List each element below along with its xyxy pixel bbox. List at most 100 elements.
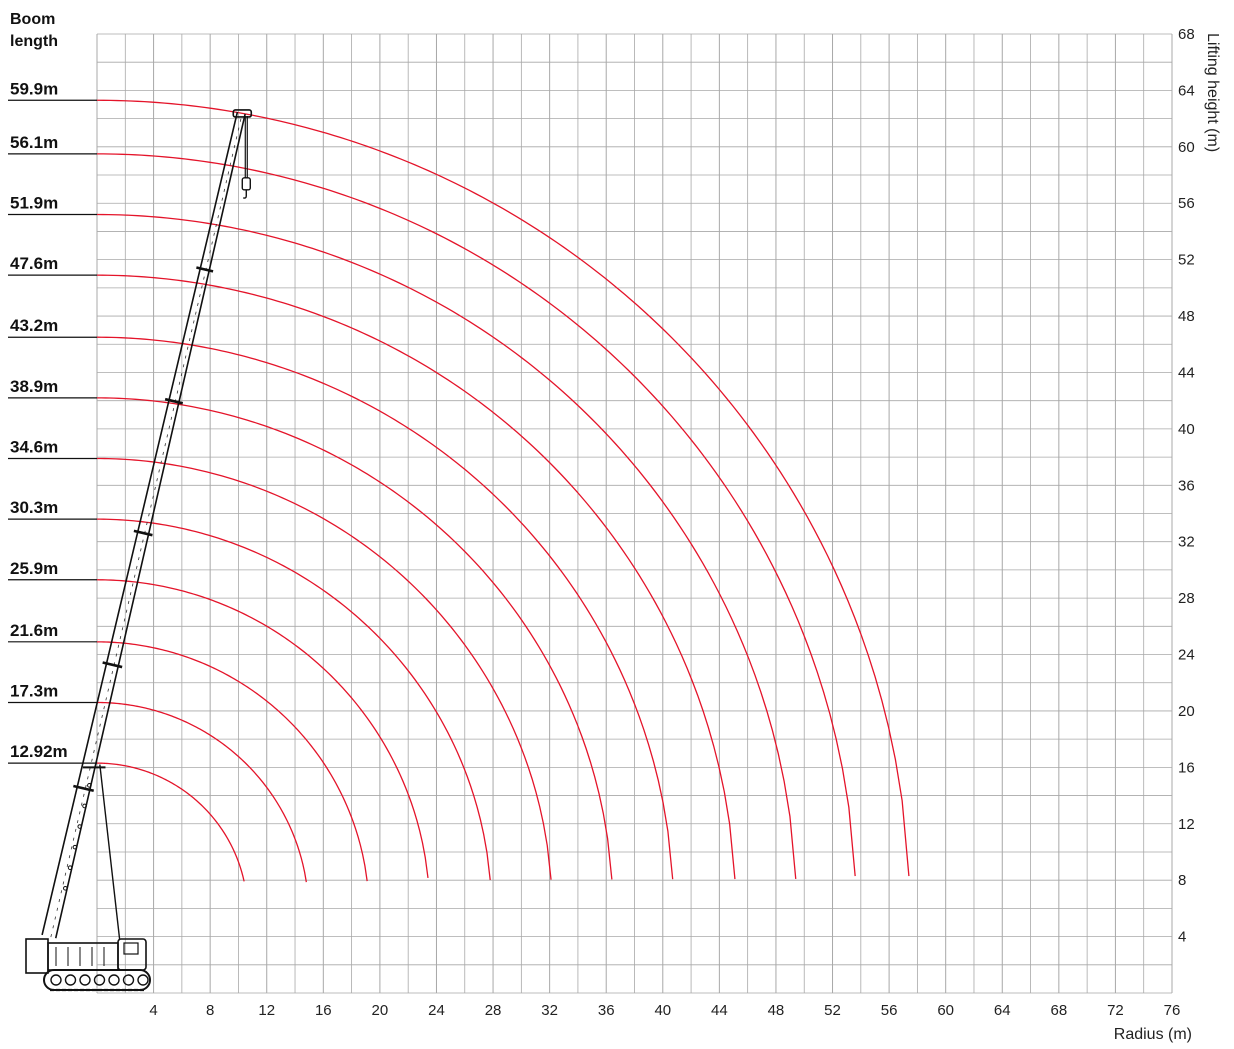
arc-12.92m <box>96 762 245 882</box>
boom-base-detail <box>63 886 68 891</box>
boom-label-38.9m: 38.9m <box>10 377 58 396</box>
y-tick-label: 16 <box>1178 759 1195 776</box>
boom-length-header-line1: Boom <box>10 11 55 28</box>
arc-51.9m <box>96 213 797 879</box>
track-roller <box>64 974 77 986</box>
boom-section-joint <box>133 529 153 537</box>
x-tick-label: 8 <box>206 1002 214 1019</box>
x-axis-ticks: 4 8 12 16 20 24 28 32 36 40 44 48 52 56 60 64 68 72 76 <box>149 1002 1180 1019</box>
hook-block <box>241 177 251 191</box>
x-tick-label: 64 <box>994 1002 1011 1019</box>
boom-section-joint <box>164 397 184 405</box>
y-tick-label: 8 <box>1178 872 1186 889</box>
arc-59.9m <box>96 99 910 877</box>
y-tick-label: 48 <box>1178 308 1195 325</box>
y-tick-label: 40 <box>1178 421 1195 438</box>
x-tick-label: 12 <box>258 1002 275 1019</box>
boom-section-joint <box>73 784 95 792</box>
x-tick-label: 60 <box>937 1002 954 1019</box>
track-roller <box>50 974 62 986</box>
x-axis-title: Radius (m) <box>1114 1026 1192 1043</box>
y-axis-title: Lifting height (m) <box>1204 33 1221 152</box>
boom-chord-upper <box>54 113 246 939</box>
y-tick-label: 64 <box>1178 82 1195 99</box>
arc-47.6m <box>96 274 736 880</box>
superstructure <box>47 942 119 971</box>
x-tick-label: 32 <box>541 1002 558 1019</box>
boom-base-detail <box>87 783 92 788</box>
boom-label-59.9m: 59.9m <box>10 79 58 98</box>
crane-body-illustration <box>25 938 151 992</box>
x-tick-label: 4 <box>149 1002 157 1019</box>
boom-support-line <box>99 764 121 940</box>
y-tick-label: 4 <box>1178 929 1186 946</box>
hook <box>243 189 247 199</box>
x-tick-label: 48 <box>768 1002 785 1019</box>
x-tick-label: 36 <box>598 1002 615 1019</box>
boom-label-leaders <box>8 99 97 764</box>
boom-label-21.6m: 21.6m <box>10 621 58 640</box>
boom-label-47.6m: 47.6m <box>10 254 58 273</box>
boom-label-17.3m: 17.3m <box>10 681 58 700</box>
track-roller <box>108 974 120 986</box>
y-tick-label: 28 <box>1178 590 1195 607</box>
y-tick-label: 32 <box>1178 534 1195 551</box>
x-tick-label: 20 <box>372 1002 389 1019</box>
arc-38.9m <box>96 397 613 880</box>
boom-base-detail <box>72 844 78 850</box>
x-tick-label: 76 <box>1164 1002 1181 1019</box>
crane-boom-illustration <box>41 109 253 940</box>
boom-label-43.2m: 43.2m <box>10 316 58 335</box>
y-tick-label: 68 <box>1178 26 1195 43</box>
y-tick-label: 20 <box>1178 703 1195 720</box>
x-tick-label: 16 <box>315 1002 332 1019</box>
boom-length-header-line2: length <box>10 33 58 50</box>
boom-label-12.92m: 12.92m <box>10 742 68 761</box>
boom-label-25.9m: 25.9m <box>10 559 58 578</box>
crawler-track <box>43 969 151 991</box>
boom-label-34.6m: 34.6m <box>10 437 58 456</box>
x-tick-label: 72 <box>1107 1002 1124 1019</box>
boom-head <box>232 109 253 118</box>
x-tick-label: 40 <box>654 1002 671 1019</box>
boom-base-detail <box>67 865 73 871</box>
y-tick-label: 12 <box>1178 816 1195 833</box>
counterweight <box>25 938 49 974</box>
arc-56.1m <box>96 153 856 877</box>
y-tick-label: 24 <box>1178 647 1195 664</box>
boom-section-joint <box>196 266 214 273</box>
boom-label-30.3m: 30.3m <box>10 498 58 517</box>
boom-chord-lower <box>41 111 239 936</box>
boom-base-detail <box>82 803 87 809</box>
boom-label-51.9m: 51.9m <box>10 194 58 213</box>
y-tick-label: 52 <box>1178 252 1195 269</box>
arc-34.6m <box>96 457 552 880</box>
arc-43.2m <box>96 336 674 880</box>
grid <box>96 33 1173 994</box>
boom-label-56.1m: 56.1m <box>10 133 58 152</box>
track-roller <box>93 974 106 986</box>
y-tick-label: 36 <box>1178 477 1195 494</box>
x-tick-label: 68 <box>1050 1002 1067 1019</box>
boom-arcs <box>96 99 910 883</box>
arc-25.9m <box>96 579 429 879</box>
y-tick-label: 60 <box>1178 139 1195 156</box>
boom-base-detail <box>77 824 83 829</box>
boom-section-joint <box>102 661 123 669</box>
x-tick-label: 28 <box>485 1002 502 1019</box>
x-tick-label: 24 <box>428 1002 445 1019</box>
boom-inner-chord <box>50 113 243 938</box>
cab-window <box>123 942 139 955</box>
x-tick-label: 44 <box>711 1002 728 1019</box>
track-roller <box>79 974 91 986</box>
x-tick-label: 56 <box>881 1002 898 1019</box>
arc-30.3m <box>96 518 491 881</box>
y-tick-label: 56 <box>1178 195 1195 212</box>
x-tick-label: 52 <box>824 1002 841 1019</box>
y-tick-label: 44 <box>1178 364 1195 381</box>
track-roller <box>122 974 135 986</box>
arc-17.3m <box>96 701 307 883</box>
arc-21.6m <box>96 641 368 882</box>
